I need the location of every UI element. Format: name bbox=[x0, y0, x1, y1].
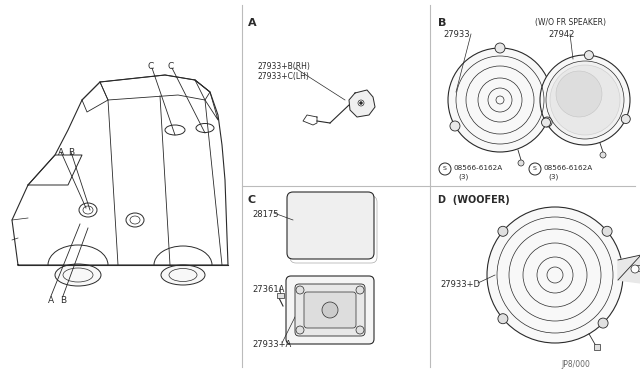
Text: A: A bbox=[248, 18, 257, 28]
Polygon shape bbox=[349, 90, 375, 117]
Circle shape bbox=[487, 207, 623, 343]
Text: 27933+D: 27933+D bbox=[440, 280, 480, 289]
Circle shape bbox=[358, 100, 364, 106]
FancyBboxPatch shape bbox=[593, 344, 600, 350]
Circle shape bbox=[540, 55, 630, 145]
FancyBboxPatch shape bbox=[286, 276, 374, 344]
Circle shape bbox=[296, 326, 304, 334]
Circle shape bbox=[621, 115, 630, 124]
Text: B: B bbox=[438, 18, 446, 28]
Circle shape bbox=[498, 226, 508, 236]
Polygon shape bbox=[618, 255, 640, 283]
Text: B: B bbox=[68, 148, 74, 157]
Text: A: A bbox=[48, 296, 54, 305]
Circle shape bbox=[360, 102, 362, 105]
Circle shape bbox=[450, 121, 460, 131]
Text: S: S bbox=[533, 166, 537, 171]
Text: A: A bbox=[58, 148, 64, 157]
Circle shape bbox=[546, 61, 624, 139]
Text: (3): (3) bbox=[548, 174, 558, 180]
Text: (W/O FR SPEAKER): (W/O FR SPEAKER) bbox=[535, 18, 606, 27]
Circle shape bbox=[584, 51, 593, 60]
Text: C: C bbox=[168, 62, 174, 71]
Circle shape bbox=[448, 48, 552, 152]
Circle shape bbox=[498, 314, 508, 324]
Circle shape bbox=[322, 302, 338, 318]
Circle shape bbox=[296, 286, 304, 294]
FancyBboxPatch shape bbox=[277, 293, 284, 298]
Text: S: S bbox=[443, 166, 447, 171]
Text: 27361A: 27361A bbox=[252, 285, 284, 294]
Circle shape bbox=[600, 152, 606, 158]
FancyBboxPatch shape bbox=[635, 265, 640, 271]
Text: C: C bbox=[148, 62, 154, 71]
Circle shape bbox=[542, 117, 552, 127]
Text: D  (WOOFER): D (WOOFER) bbox=[438, 195, 509, 205]
Circle shape bbox=[495, 43, 505, 53]
Text: 27942: 27942 bbox=[548, 30, 574, 39]
Text: 08566-6162A: 08566-6162A bbox=[544, 165, 593, 171]
Text: C: C bbox=[248, 195, 256, 205]
Text: JP8/000: JP8/000 bbox=[561, 360, 590, 369]
Circle shape bbox=[518, 160, 524, 166]
Circle shape bbox=[556, 71, 602, 117]
Text: (3): (3) bbox=[458, 174, 468, 180]
FancyBboxPatch shape bbox=[287, 192, 374, 259]
Text: 27933: 27933 bbox=[443, 30, 470, 39]
Text: 27933+C(LH): 27933+C(LH) bbox=[258, 72, 310, 81]
Circle shape bbox=[602, 226, 612, 236]
Text: B: B bbox=[60, 296, 66, 305]
Circle shape bbox=[598, 318, 608, 328]
Circle shape bbox=[541, 118, 550, 127]
Ellipse shape bbox=[55, 264, 101, 286]
Text: 27933+A: 27933+A bbox=[252, 340, 291, 349]
Text: 08566-6162A: 08566-6162A bbox=[454, 165, 503, 171]
Text: 27933+B(RH): 27933+B(RH) bbox=[258, 62, 311, 71]
FancyBboxPatch shape bbox=[304, 292, 356, 328]
Circle shape bbox=[550, 65, 620, 135]
FancyBboxPatch shape bbox=[295, 284, 365, 336]
Circle shape bbox=[631, 265, 639, 273]
Ellipse shape bbox=[161, 265, 205, 285]
Circle shape bbox=[356, 326, 364, 334]
Text: 28175: 28175 bbox=[252, 210, 278, 219]
Circle shape bbox=[356, 286, 364, 294]
